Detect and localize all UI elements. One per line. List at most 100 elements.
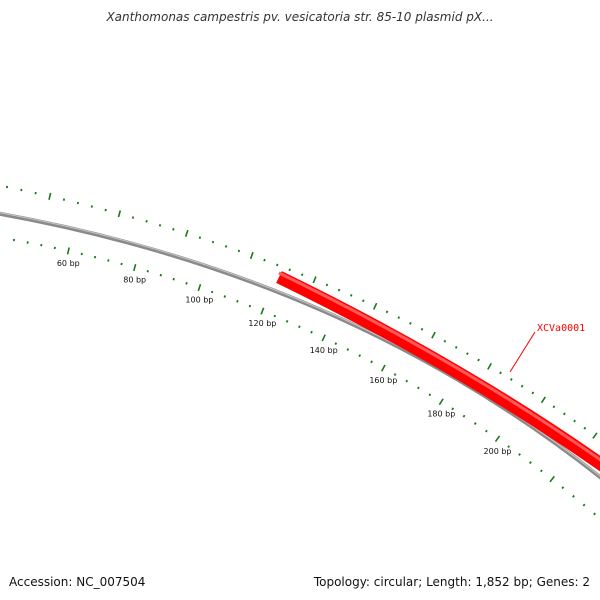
minor-tick: [145, 220, 148, 223]
major-tick: [549, 475, 555, 483]
minor-tick: [428, 393, 432, 397]
major-tick: [321, 334, 326, 342]
major-tick: [117, 210, 122, 218]
minor-tick: [397, 316, 401, 319]
plasmid-backbone: [0, 211, 600, 480]
minor-tick: [237, 249, 241, 253]
minor-tick: [520, 384, 524, 388]
minor-tick: [80, 252, 83, 256]
minor-tick: [263, 258, 266, 262]
minor-tick: [275, 263, 279, 267]
gene-xcva0001-highlight: [278, 271, 600, 462]
gene-label-xcva0001[interactable]: XCVa0001: [537, 323, 585, 334]
ruler-label: 120 bp: [248, 319, 276, 328]
major-tick: [431, 331, 436, 339]
major-tick: [380, 364, 386, 372]
minor-tick: [337, 288, 341, 292]
minor-tick: [561, 486, 565, 490]
ruler-label: 200 bp: [484, 447, 512, 456]
minor-tick: [473, 422, 477, 426]
minor-tick: [310, 330, 313, 334]
minor-tick: [53, 246, 56, 250]
minor-tick: [20, 188, 23, 192]
ruler-label: 140 bp: [310, 346, 338, 355]
minor-tick: [583, 426, 587, 430]
minor-tick: [104, 208, 107, 212]
minor-tick: [273, 314, 277, 318]
minor-tick: [210, 290, 214, 294]
inner-tick-track: [12, 238, 596, 516]
minor-tick: [172, 228, 175, 231]
minor-tick: [248, 304, 252, 308]
minor-tick: [466, 352, 469, 356]
minor-tick: [552, 405, 556, 409]
ruler-label: 80 bp: [123, 276, 146, 285]
minor-tick: [462, 414, 466, 418]
minor-tick: [172, 277, 175, 281]
minor-tick: [361, 299, 365, 303]
major-tick: [540, 396, 546, 404]
minor-tick: [370, 360, 373, 364]
minor-tick: [451, 407, 455, 411]
major-tick: [312, 276, 317, 284]
minor-tick: [300, 273, 304, 277]
minor-tick: [185, 282, 188, 285]
minor-tick: [507, 445, 510, 448]
major-tick: [494, 435, 501, 443]
ruler-label: 180 bp: [427, 410, 455, 419]
minor-tick: [477, 358, 480, 362]
minor-tick: [562, 412, 566, 416]
minor-tick: [211, 240, 215, 244]
minor-tick: [593, 512, 596, 516]
minor-tick: [539, 469, 543, 473]
minor-tick: [409, 321, 412, 325]
minor-tick: [334, 342, 338, 346]
minor-tick: [405, 379, 409, 383]
major-tick: [48, 192, 52, 200]
minor-tick: [346, 348, 350, 351]
minor-tick: [76, 201, 80, 205]
gene-label-leader: [509, 331, 536, 373]
minor-tick: [131, 216, 135, 219]
minor-tick: [120, 262, 123, 266]
minor-tick: [358, 354, 362, 358]
minor-tick: [159, 273, 162, 277]
major-tick: [66, 247, 70, 255]
minor-tick: [529, 461, 532, 465]
minor-tick: [385, 310, 389, 314]
minor-tick: [573, 419, 576, 423]
major-tick: [197, 284, 202, 292]
major-tick: [249, 251, 254, 260]
minor-tick: [518, 453, 521, 456]
minor-tick: [236, 299, 239, 303]
minor-tick: [107, 259, 110, 262]
major-tick: [487, 362, 492, 370]
minor-tick: [393, 373, 397, 376]
major-tick: [260, 307, 265, 315]
minor-tick: [420, 327, 424, 331]
minor-tick: [349, 294, 353, 297]
minor-tick: [34, 191, 37, 195]
minor-tick: [158, 224, 162, 227]
major-tick: [592, 432, 598, 439]
ruler-label: 100 bp: [185, 296, 213, 305]
minor-tick: [146, 269, 149, 273]
minor-tick: [223, 295, 227, 298]
minor-tick: [443, 339, 447, 343]
outer-tick-track: [5, 185, 598, 439]
accession-text: Accession: NC_007504: [9, 575, 146, 589]
major-tick: [438, 398, 444, 406]
ruler-labels: 60 bp 80 bp 100 bp 120 bp 140 bp 160 bp 180 bp…: [57, 259, 512, 456]
minor-tick: [93, 255, 97, 259]
minor-tick: [285, 320, 289, 323]
minor-tick: [224, 245, 228, 248]
minor-tick: [454, 345, 458, 349]
minor-tick: [198, 236, 202, 239]
minor-tick: [325, 283, 329, 287]
minor-tick: [485, 429, 488, 433]
gene-xcva0001[interactable]: [276, 271, 600, 472]
minor-tick: [499, 371, 502, 375]
map-title: Xanthomonas campestris pv. vesicatoria s…: [106, 10, 494, 24]
minor-tick: [582, 503, 586, 507]
